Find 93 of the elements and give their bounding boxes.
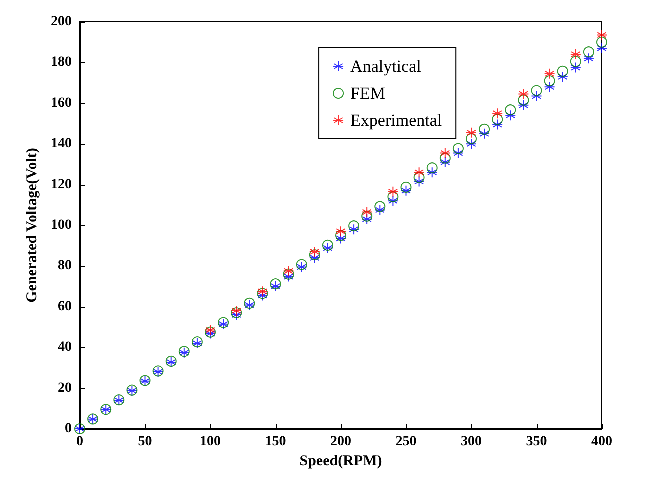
point	[322, 240, 334, 251]
point	[583, 53, 594, 64]
y-tick-label: 0	[65, 422, 72, 436]
point	[479, 124, 490, 135]
point	[557, 71, 568, 82]
point	[362, 214, 373, 225]
point	[336, 233, 346, 244]
x-tick-label: 100	[200, 434, 221, 450]
x-tick-label: 350	[526, 434, 548, 450]
point	[440, 152, 451, 164]
point	[374, 204, 386, 216]
point	[466, 127, 477, 138]
point	[388, 192, 399, 203]
point	[531, 85, 542, 96]
y-tick-label: 200	[51, 14, 72, 30]
point	[414, 167, 425, 178]
legend-label: Experimental	[350, 111, 442, 130]
y-axis-title: Generated Voltage(Volt)	[24, 148, 40, 303]
legend-label: FEM	[350, 84, 386, 103]
point	[322, 242, 334, 254]
point	[283, 271, 294, 282]
point	[336, 230, 346, 242]
y-tick-label: 180	[51, 55, 72, 70]
point	[374, 201, 386, 212]
point	[492, 119, 504, 130]
point	[400, 182, 412, 193]
y-tick-label: 20	[58, 380, 72, 396]
point	[426, 162, 438, 174]
point	[518, 88, 530, 100]
point	[596, 42, 608, 54]
x-tick-label: 0	[76, 434, 84, 450]
y-tick-label: 160	[51, 96, 72, 111]
point	[452, 148, 464, 159]
point	[388, 196, 399, 207]
point	[466, 138, 477, 150]
point	[452, 143, 464, 154]
point	[492, 114, 504, 126]
point	[596, 30, 608, 41]
y-tick-label: 140	[51, 136, 72, 152]
x-tick-label: 50	[138, 434, 152, 450]
point	[231, 308, 242, 318]
point	[400, 185, 412, 196]
point	[348, 220, 360, 232]
point	[270, 278, 282, 290]
point	[570, 62, 582, 74]
point	[505, 104, 516, 116]
x-tick-label: 300	[461, 434, 482, 450]
point	[231, 310, 242, 321]
x-tick-label: 400	[592, 434, 612, 450]
point	[414, 176, 425, 188]
point	[309, 252, 320, 264]
point	[570, 56, 582, 68]
x-tick-label: 200	[330, 434, 352, 450]
point	[270, 281, 282, 292]
point	[309, 246, 320, 258]
point	[283, 266, 294, 277]
point	[296, 262, 308, 273]
point	[583, 46, 594, 58]
point	[518, 94, 530, 106]
y-tick-label: 120	[51, 177, 72, 192]
point	[296, 259, 308, 270]
point	[479, 128, 490, 140]
point	[283, 268, 294, 280]
x-tick-label: 150	[265, 434, 286, 450]
point	[362, 210, 373, 222]
legend-label: Analytical	[350, 57, 422, 76]
point	[309, 250, 320, 261]
point	[557, 66, 568, 77]
point	[440, 148, 451, 159]
point	[362, 206, 373, 218]
point	[336, 226, 346, 238]
point	[348, 224, 360, 236]
point	[531, 90, 542, 102]
point	[570, 49, 582, 60]
point	[544, 76, 556, 87]
y-tick-label: 40	[58, 340, 72, 356]
point	[231, 305, 242, 316]
y-tick-label: 60	[58, 299, 72, 314]
point	[505, 110, 516, 122]
point	[388, 186, 399, 198]
y-tick-label: 80	[58, 258, 72, 274]
y-tick-label: 100	[51, 218, 72, 233]
x-axis-title: Speed(RPM)	[300, 453, 382, 470]
point	[518, 100, 530, 111]
point	[466, 134, 477, 145]
point	[426, 167, 438, 178]
point	[596, 36, 608, 48]
point	[414, 172, 425, 184]
point	[544, 68, 556, 80]
x-tick-label: 250	[396, 434, 417, 450]
point	[492, 108, 504, 120]
point	[440, 156, 451, 168]
point	[544, 82, 556, 93]
